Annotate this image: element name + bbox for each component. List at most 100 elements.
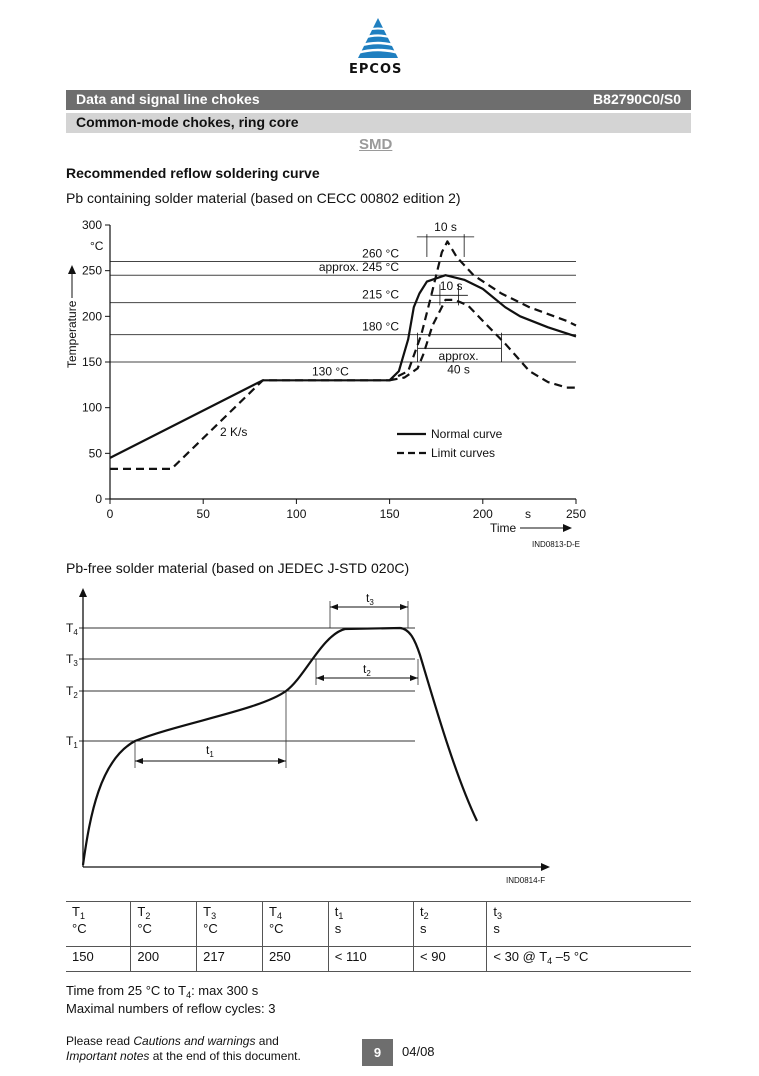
x-tick-label: 250 xyxy=(566,507,586,521)
figure-code: IND0813-D-E xyxy=(532,540,580,549)
table-header-row: T1 °C T2 °C T3 °C T4 °C t1 s t2 s t3 s xyxy=(66,901,691,947)
label-t1-level: T1 xyxy=(66,734,78,750)
chart-series xyxy=(109,240,577,470)
footer-and: and xyxy=(255,1034,279,1048)
x-tick-label: 100 xyxy=(286,507,306,521)
header-symbol: t xyxy=(334,904,339,919)
profile-axes xyxy=(79,588,550,871)
footer-date: 04/08 xyxy=(402,1044,435,1059)
footer-note: Please read Cautions and warnings and Im… xyxy=(66,1034,301,1064)
header-symbol: T xyxy=(137,904,146,919)
brand-name: EPCOS xyxy=(349,62,403,77)
label-t1-interval: t1 xyxy=(206,743,214,759)
footer-end: at the end of this document. xyxy=(149,1049,301,1063)
chart-axes: 0 50 100 150 200 250 0 50 100 150 200 250 300 °C Tempe… xyxy=(65,218,586,535)
header-subscript: 3 xyxy=(211,911,217,921)
label-t3-interval: t3 xyxy=(366,591,374,607)
section-heading: Recommended reflow soldering curve xyxy=(66,165,320,181)
y-tick-label: 300 xyxy=(82,218,102,232)
plateau-label: 130 °C xyxy=(312,364,349,378)
table-value-cell: 217 xyxy=(196,946,263,972)
value-subscript: 4 xyxy=(547,956,553,966)
limit-curve-line xyxy=(110,240,577,470)
header-bar: Data and signal line chokes B82790C0/S0 xyxy=(66,90,691,110)
package-label: SMD xyxy=(359,136,393,153)
label-t2i-sub: 2 xyxy=(366,669,371,678)
x-tick-label: 0 xyxy=(107,507,114,521)
y-tick-label: 100 xyxy=(82,401,102,415)
x-axis-label: Time xyxy=(490,521,517,535)
page-number: 9 xyxy=(362,1039,393,1066)
table-value-cell: < 30 @ T4 –5 °C xyxy=(486,946,691,972)
label-t4-level: T4 xyxy=(66,621,78,637)
profile-parameters-table: T1 °C T2 °C T3 °C T4 °C t1 s t2 s t3 s 150 200 217 250 < … xyxy=(66,901,691,972)
label-t3i-sub: 3 xyxy=(369,598,374,607)
table-value-cell: 200 xyxy=(130,946,197,972)
y-tick-label: 50 xyxy=(89,446,103,460)
table-header-cell: t2 s xyxy=(413,901,487,947)
y-tick-label: 0 xyxy=(95,492,102,506)
label-t3-sub: 3 xyxy=(73,659,78,668)
header-unit: s xyxy=(493,921,500,936)
header-unit: °C xyxy=(137,921,152,936)
interval-arrows xyxy=(135,604,418,764)
x-unit: s xyxy=(525,507,531,521)
label-t1i-sub: 1 xyxy=(209,750,214,759)
cycles-note: Maximal numbers of reflow cycles: 3 xyxy=(66,1001,276,1016)
table-header-cell: T2 °C xyxy=(130,901,197,947)
header-unit: °C xyxy=(72,921,87,936)
table-header-cell: T4 °C xyxy=(261,901,329,947)
table-header-cell: t1 s xyxy=(327,901,414,947)
header-subscript: 1 xyxy=(338,911,344,921)
header-subscript: 2 xyxy=(145,911,151,921)
time-note-sub: 4 xyxy=(186,990,192,1000)
table-value-cell: 150 xyxy=(66,946,131,972)
table-header-cell: T3 °C xyxy=(196,901,263,947)
table-value-cell: < 110 xyxy=(327,946,414,972)
reference-label: 260 °C xyxy=(362,247,399,261)
header-symbol: t xyxy=(420,904,424,919)
above-180-label-1: approx. xyxy=(439,349,479,363)
doc-subtitle: Common-mode chokes, ring core xyxy=(76,114,299,130)
header-symbol: t xyxy=(493,904,497,919)
label-t1-sub: 1 xyxy=(73,741,78,750)
x-arrow-head-icon xyxy=(563,524,572,532)
pb-reflow-chart: 0 50 100 150 200 250 0 50 100 150 200 250 300 °C Tempe… xyxy=(65,218,586,549)
label-t2-interval: t2 xyxy=(363,662,371,678)
header-unit: s xyxy=(334,921,342,936)
y-tick-label: 200 xyxy=(82,309,102,323)
reference-lines xyxy=(110,261,576,363)
time-note-prefix: Time from 25 °C to T xyxy=(66,983,187,998)
header-subscript: 3 xyxy=(496,911,502,921)
mid-window-label: 10 s xyxy=(440,279,463,293)
label-t2-level: T2 xyxy=(66,684,78,700)
pbfree-caption: Pb-free solder material (based on JEDEC … xyxy=(66,560,410,576)
y-axis-label: Temperature xyxy=(65,300,79,368)
pbfree-profile-chart: T4 T3 T2 T1 t1 t2 t3 IND0814-F xyxy=(66,588,550,885)
reference-label: 215 °C xyxy=(362,288,399,302)
x-tick-label: 150 xyxy=(380,507,400,521)
subheader-bar: Common-mode chokes, ring core xyxy=(66,113,691,133)
table-value-cell: < 90 xyxy=(413,946,487,972)
time-note-suffix: : max 300 s xyxy=(191,983,259,998)
header-unit: °C xyxy=(203,921,218,936)
legend-normal-label: Normal curve xyxy=(431,427,503,441)
label-t2-sub: 2 xyxy=(73,691,78,700)
time-note: Time from 25 °C to T4: max 300 s xyxy=(66,983,258,1003)
header-symbol: T xyxy=(72,904,80,919)
table-value-cell: 250 xyxy=(261,946,329,972)
above-180-label-2: 40 s xyxy=(447,363,470,377)
reference-label: 180 °C xyxy=(362,320,399,334)
y-tick-label: 150 xyxy=(82,355,102,369)
footer-cautions-link[interactable]: Cautions and warnings xyxy=(133,1034,256,1048)
y-unit: °C xyxy=(90,239,104,253)
reference-label: approx. 245 °C xyxy=(319,260,400,274)
table-values-row: 150 200 217 250 < 110 < 90 < 30 @ T4 –5 °C xyxy=(66,946,691,972)
pb-caption: Pb containing solder material (based on … xyxy=(66,190,461,206)
x-tick-label: 50 xyxy=(197,507,211,521)
value-prefix: < 30 @ T xyxy=(493,949,548,964)
footer-important-link[interactable]: Important notes xyxy=(66,1049,150,1063)
profile-curve xyxy=(81,626,478,866)
limit-curve-line xyxy=(389,298,576,389)
